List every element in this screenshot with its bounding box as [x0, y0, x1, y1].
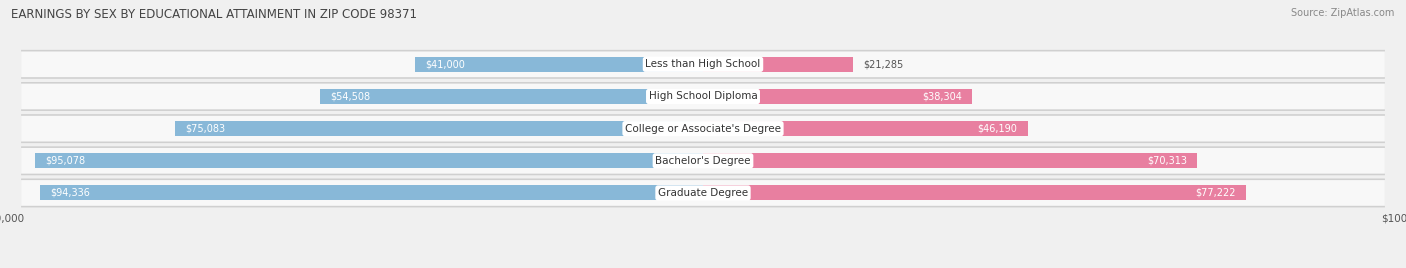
Bar [703, 153, 1198, 168]
Text: EARNINGS BY SEX BY EDUCATIONAL ATTAINMENT IN ZIP CODE 98371: EARNINGS BY SEX BY EDUCATIONAL ATTAINMEN… [11, 8, 418, 21]
FancyBboxPatch shape [21, 82, 1385, 111]
FancyBboxPatch shape [21, 84, 1385, 109]
Bar [703, 89, 973, 104]
Text: $77,222: $77,222 [1195, 188, 1236, 198]
FancyBboxPatch shape [21, 116, 1385, 142]
Text: Less than High School: Less than High School [645, 59, 761, 69]
Text: $94,336: $94,336 [51, 188, 90, 198]
Text: High School Diploma: High School Diploma [648, 91, 758, 102]
FancyBboxPatch shape [21, 50, 1385, 79]
Bar [35, 153, 703, 168]
Bar [176, 121, 703, 136]
Text: $70,313: $70,313 [1147, 156, 1187, 166]
Bar [703, 57, 852, 72]
Bar [703, 185, 1246, 200]
Text: $54,508: $54,508 [330, 91, 370, 102]
Text: College or Associate's Degree: College or Associate's Degree [626, 124, 780, 134]
Bar [39, 185, 703, 200]
Text: $95,078: $95,078 [45, 156, 86, 166]
Text: Bachelor's Degree: Bachelor's Degree [655, 156, 751, 166]
Text: $46,190: $46,190 [977, 124, 1017, 134]
FancyBboxPatch shape [21, 114, 1385, 143]
Text: $21,285: $21,285 [863, 59, 904, 69]
Text: $38,304: $38,304 [922, 91, 962, 102]
FancyBboxPatch shape [21, 148, 1385, 174]
Text: $41,000: $41,000 [425, 59, 465, 69]
Text: Source: ZipAtlas.com: Source: ZipAtlas.com [1291, 8, 1395, 18]
FancyBboxPatch shape [21, 180, 1385, 206]
FancyBboxPatch shape [21, 146, 1385, 175]
Text: Graduate Degree: Graduate Degree [658, 188, 748, 198]
Bar [319, 89, 703, 104]
Bar [703, 121, 1028, 136]
FancyBboxPatch shape [21, 51, 1385, 77]
Bar [415, 57, 703, 72]
Text: $75,083: $75,083 [186, 124, 226, 134]
FancyBboxPatch shape [21, 178, 1385, 207]
